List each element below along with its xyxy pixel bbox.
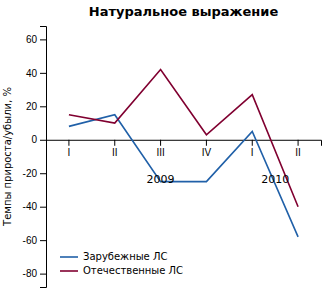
x-tick: II bbox=[112, 140, 118, 158]
y-tick-label: 0 bbox=[31, 134, 37, 145]
x-tick-label: III bbox=[156, 147, 164, 158]
x-axis-line bbox=[47, 140, 322, 146]
y-tick-mark bbox=[40, 240, 46, 241]
x-tick: I bbox=[68, 140, 71, 158]
y-axis-line bbox=[40, 27, 47, 288]
y-tick-mark bbox=[40, 106, 46, 107]
legend-label: Зарубежные ЛС bbox=[83, 251, 167, 262]
x-tick: IV bbox=[202, 140, 212, 158]
y-tick: 40 bbox=[26, 68, 46, 79]
y-tick-label: 60 bbox=[26, 34, 38, 45]
y-tick-label: -60 bbox=[23, 235, 38, 246]
lines bbox=[69, 70, 298, 237]
y-tick: -60 bbox=[23, 235, 46, 246]
legend-item: Отечественные ЛС bbox=[60, 265, 183, 276]
y-tick: 60 bbox=[26, 34, 46, 45]
y-tick-mark bbox=[40, 207, 46, 208]
y-label: Темпы прироста/убыли, % bbox=[2, 87, 13, 227]
x-tick-mark bbox=[298, 140, 299, 146]
annotation: 2010 bbox=[261, 173, 289, 186]
chart: -80-60-40-200204060IIIIIIIVIII20092010За… bbox=[0, 0, 331, 295]
y-tick-label: -40 bbox=[23, 201, 38, 212]
y-tick: 20 bbox=[26, 101, 46, 112]
x-tick-mark bbox=[68, 140, 69, 146]
x-tick-label: II bbox=[295, 147, 301, 158]
y-tick-mark bbox=[40, 274, 46, 275]
legend: Зарубежные ЛС Отечественные ЛС bbox=[60, 251, 183, 276]
y-axis: -80 -60 -40 -20 0 20 40 60 bbox=[23, 27, 47, 288]
y-tick-mark bbox=[40, 73, 46, 74]
y-tick-mark bbox=[40, 39, 46, 40]
legend-swatch bbox=[60, 256, 78, 258]
y-tick-label: -80 bbox=[23, 268, 38, 279]
legend-item: Зарубежные ЛС bbox=[60, 251, 167, 262]
x-tick-label: I bbox=[251, 147, 254, 158]
y-tick-label: -20 bbox=[23, 168, 38, 179]
title: Натуральное выражение bbox=[89, 4, 279, 19]
x-tick: I bbox=[251, 140, 254, 158]
x-tick-label: IV bbox=[202, 147, 212, 158]
x-tick-mark bbox=[252, 140, 253, 146]
y-tick-mark bbox=[40, 173, 46, 174]
y-tick-label: 40 bbox=[26, 68, 38, 79]
x-tick-label: II bbox=[112, 147, 118, 158]
y-tick-mark bbox=[40, 140, 46, 141]
x-tick: III bbox=[156, 140, 164, 158]
legend-label: Отечественные ЛС bbox=[83, 265, 183, 276]
x-tick: II bbox=[295, 140, 301, 158]
series-line bbox=[69, 115, 298, 237]
x-tick-mark bbox=[114, 140, 115, 146]
y-tick: -80 bbox=[23, 268, 46, 279]
y-tick: 0 bbox=[31, 134, 46, 145]
y-tick: -40 bbox=[23, 201, 46, 212]
annotation: 2009 bbox=[147, 173, 175, 186]
x-tick-mark bbox=[206, 140, 207, 146]
legend-swatch bbox=[60, 270, 78, 272]
plot: -80-60-40-200204060IIIIIIIVIII20092010За… bbox=[23, 27, 322, 288]
series-line bbox=[69, 70, 298, 207]
y-tick: -20 bbox=[23, 168, 46, 179]
x-tick-mark bbox=[160, 140, 161, 146]
x-tick-label: I bbox=[68, 147, 71, 158]
x-axis: IIIIIIIVIII bbox=[47, 140, 322, 158]
y-tick-label: 20 bbox=[26, 101, 38, 112]
